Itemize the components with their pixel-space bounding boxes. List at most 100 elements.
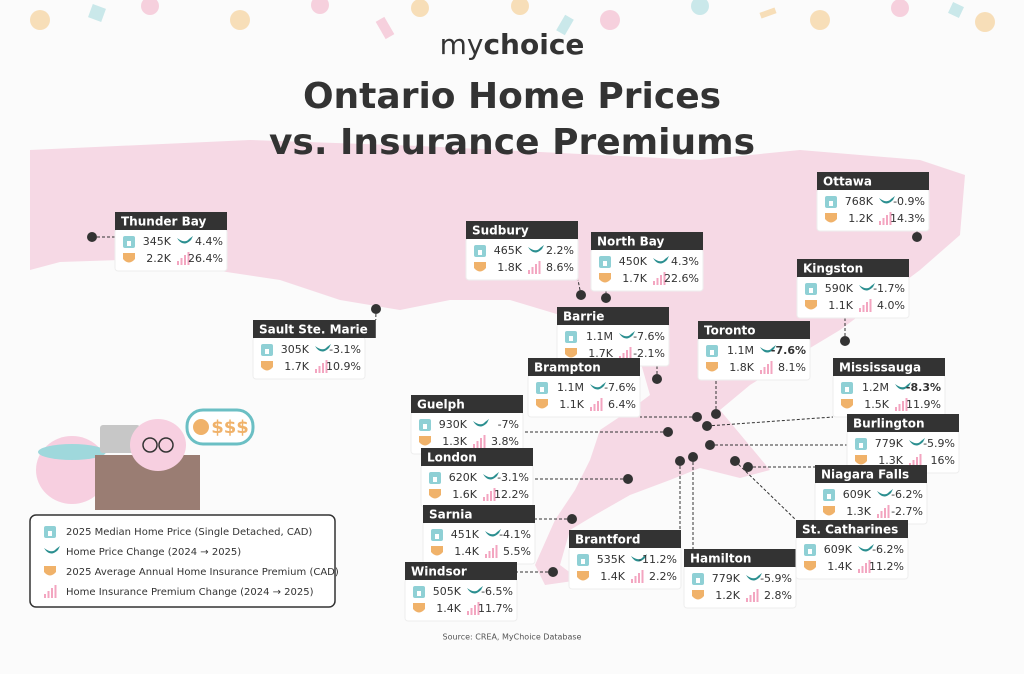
bar-icon <box>861 566 864 573</box>
bar-icon <box>528 270 530 274</box>
bar-icon <box>535 264 537 274</box>
bird-icon <box>483 472 499 480</box>
premium-change: 8.6% <box>546 261 574 274</box>
city-name: Sarnia <box>429 508 472 522</box>
city-dot <box>576 290 586 300</box>
premium: 1.1K <box>828 299 853 312</box>
bar-icon <box>180 258 183 265</box>
legend-text: 2025 Median Home Price (Single Detached,… <box>66 527 312 538</box>
price-change: -11.2% <box>638 553 677 566</box>
premium: 1.6K <box>452 488 477 501</box>
city-dot <box>371 304 381 314</box>
city-label-bg <box>797 259 909 277</box>
bar-icon <box>538 261 541 274</box>
bar-icon <box>919 454 922 467</box>
city-label-bg <box>796 520 908 538</box>
premium: 1.7K <box>622 272 647 285</box>
city-dot <box>705 440 715 450</box>
city-label-bg <box>591 232 703 250</box>
city-callout: Sault Ste. Marie 305K 1.7K -3.1% 10.9% <box>252 304 381 380</box>
bar-icon <box>318 366 321 373</box>
premium-change: 6.4% <box>608 398 636 411</box>
premium: 1.2K <box>848 212 873 225</box>
price-change: -3.1% <box>497 471 529 484</box>
city-name: Brantford <box>575 533 640 547</box>
bar-icon <box>887 505 890 518</box>
bar-icon <box>593 404 596 411</box>
bar-icon <box>485 554 487 558</box>
shield-icon <box>804 561 816 571</box>
house-door <box>265 349 269 354</box>
bird-icon <box>746 573 762 581</box>
premium-change: -2.7% <box>891 505 923 518</box>
bar-icon <box>486 494 489 501</box>
city-callout: Sarnia 451K 1.4K -4.1% 5.5% <box>422 505 577 565</box>
legend-text: 2025 Average Annual Home Insurance Premi… <box>66 567 339 578</box>
bar-icon <box>483 435 486 448</box>
bird-icon <box>877 489 893 497</box>
house-door <box>696 578 700 583</box>
city-label-bg <box>421 448 533 466</box>
bar-icon <box>879 221 881 225</box>
premium-change: 11.7% <box>478 602 513 615</box>
leader-line <box>734 460 797 521</box>
house-door <box>127 241 131 246</box>
price: 535K <box>597 553 626 566</box>
house-door <box>581 559 585 564</box>
premium: 1.3K <box>878 454 903 467</box>
city-name: Hamilton <box>690 552 751 566</box>
city-name: Brampton <box>534 361 601 375</box>
bar-icon <box>763 367 766 374</box>
price: 450K <box>619 255 648 268</box>
bird-icon <box>528 245 544 253</box>
premium-change: 11.2% <box>869 560 904 573</box>
bar-icon <box>477 602 480 615</box>
shield-icon <box>261 361 273 371</box>
city-dot <box>623 474 633 484</box>
house-door <box>808 549 812 554</box>
house-door <box>48 531 52 536</box>
city-dot <box>730 456 740 466</box>
premium: 1.4K <box>454 545 479 558</box>
price-change: -4.1% <box>499 528 531 541</box>
city-label-bg <box>405 562 517 580</box>
shield-icon <box>536 399 548 409</box>
price-change: -7.6% <box>771 344 806 357</box>
bar-icon <box>325 360 328 373</box>
bar-icon <box>663 272 666 285</box>
premium: 1.5K <box>864 398 889 411</box>
bar-icon <box>531 267 534 274</box>
price-change: -6.5% <box>481 585 513 598</box>
premium-change: 2.2% <box>649 570 677 583</box>
city-label-bg <box>253 320 376 338</box>
bar-icon <box>626 350 628 360</box>
bird-icon <box>879 196 895 204</box>
bar-icon <box>492 548 494 558</box>
bar-icon <box>865 563 867 573</box>
shield-icon <box>123 253 135 263</box>
bird-icon <box>909 438 925 446</box>
city-dot <box>702 421 712 431</box>
city-label-bg <box>115 212 227 230</box>
city-name: Sudbury <box>472 224 529 238</box>
bar-icon <box>902 401 904 411</box>
city-dot <box>912 232 922 242</box>
bar-icon <box>912 460 915 467</box>
city-callout: Sudbury 465K 1.8K 2.2% 8.6% <box>465 221 586 300</box>
bar-icon <box>322 363 324 373</box>
city-dot <box>711 409 721 419</box>
city-callout: Burlington 779K 1.3K -5.9% 16% <box>705 414 960 474</box>
city-callout: Barrie 1.1M 1.7K -7.6% -2.1% <box>556 307 670 384</box>
premium-change: 12.2% <box>494 488 529 501</box>
bar-icon <box>488 551 491 558</box>
shield-icon <box>474 262 486 272</box>
title-line: vs. Insurance Premiums <box>269 122 755 163</box>
city-label-bg <box>684 549 796 567</box>
bar-icon <box>882 218 885 225</box>
premium-change: 10.9% <box>326 360 361 373</box>
bar-icon <box>47 591 50 598</box>
premium-change: 16% <box>931 454 955 467</box>
premium: 1.4K <box>600 570 625 583</box>
house-door <box>540 387 544 392</box>
bar-icon <box>590 407 592 411</box>
